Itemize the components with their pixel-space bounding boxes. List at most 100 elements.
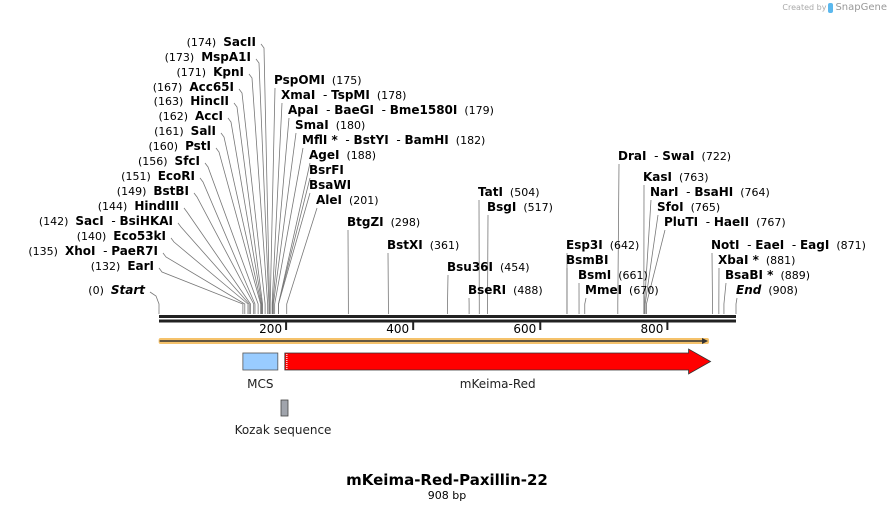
- tick-mark: [666, 322, 669, 330]
- enzyme-name: KasI: [643, 170, 672, 184]
- site-label-xbai: XbaI * (881): [718, 253, 795, 267]
- enzyme-name: SfcI: [175, 154, 200, 168]
- backbone-bottom-strand: [159, 319, 736, 323]
- site-leader-line: [272, 132, 297, 314]
- enzyme-name: BsmBI: [566, 253, 608, 267]
- site-leader-line: [617, 163, 620, 314]
- site-position: (201): [342, 194, 379, 207]
- site-position: (167): [153, 81, 190, 94]
- enzyme-name: XmaI: [281, 88, 315, 102]
- site-label-ecori: (151) EcoRI: [121, 169, 195, 183]
- site-leader-line: [183, 207, 251, 314]
- site-leader-line: [271, 102, 283, 314]
- kozak-feature: [280, 399, 289, 417]
- mkeima-red-feature: [284, 348, 712, 375]
- enzyme-name: HincII: [190, 94, 229, 108]
- tick-label: 200: [259, 322, 282, 336]
- site-leader-line: [260, 43, 270, 314]
- enzyme-name: BsrFI: [309, 163, 344, 177]
- enzyme-name: Eco53kI: [113, 229, 166, 243]
- enzyme-name: HaeII: [714, 215, 749, 229]
- site-label-smai: SmaI (180): [295, 118, 365, 132]
- site-label-sfci: (156) SfcI: [138, 154, 200, 168]
- site-label-drai: DraI - SwaI (722): [618, 149, 731, 163]
- site-position: (132): [91, 260, 128, 273]
- tick-label: 400: [386, 322, 409, 336]
- enzyme-name: EaeI: [755, 238, 784, 252]
- enzyme-name: PluTI: [664, 215, 698, 229]
- site-label-psti: (160) PstI: [148, 139, 211, 153]
- site-leader-line: [199, 177, 256, 314]
- site-leader-line: [644, 199, 652, 314]
- site-label-hindiii: (144) HindIII: [98, 199, 179, 213]
- site-leader-line: [162, 252, 246, 314]
- site-label-mspa1i: (173) MspA1I: [165, 50, 251, 64]
- enzyme-name: BstBI: [153, 184, 189, 198]
- site-label-sali: (161) SalI: [154, 124, 216, 138]
- site-position: (175): [325, 74, 362, 87]
- site-leader-line: [269, 87, 276, 314]
- enzyme-name: TatI: [478, 185, 503, 199]
- tick-label: 800: [640, 322, 663, 336]
- name-separator: -: [315, 88, 331, 102]
- site-position: (140): [77, 230, 114, 243]
- site-position: (151): [121, 170, 158, 183]
- enzyme-name: BsmI: [578, 268, 611, 282]
- enzyme-name: Bme1580I: [390, 103, 458, 117]
- site-position: (361): [423, 239, 460, 252]
- name-separator: -: [698, 215, 714, 229]
- enzyme-name: NotI: [711, 238, 740, 252]
- name-separator: -: [740, 238, 756, 252]
- site-label-xhoi: (135) XhoI - PaeR7I: [28, 244, 158, 258]
- site-label-bstbi: (149) BstBI: [117, 184, 189, 198]
- credit-brand: SnapGene: [835, 2, 887, 13]
- enzyme-name: SwaI: [662, 149, 694, 163]
- features: MCS mKeima-Red Kozak sequence: [158, 338, 712, 437]
- site-leader-line: [272, 117, 290, 314]
- orf-arrowhead-icon: [702, 338, 709, 344]
- enzyme-name: SmaI: [295, 118, 329, 132]
- name-separator: -: [646, 149, 662, 163]
- site-position: (160): [148, 140, 185, 153]
- backbone-top-strand: [159, 315, 736, 318]
- site-label-bstxi: BstXI (361): [387, 238, 459, 252]
- site-label-saci: (142) SacI - BsiHKAI: [39, 214, 173, 228]
- enzyme-name: Esp3I: [566, 238, 603, 252]
- site-position: (188): [339, 149, 376, 162]
- site-leader-line: [204, 162, 259, 314]
- site-position: (488): [506, 284, 543, 297]
- site-label-acc65i: (167) Acc65I: [153, 80, 234, 94]
- site-position: (171): [177, 66, 214, 79]
- site-position: (504): [503, 186, 540, 199]
- enzyme-name: EarI: [127, 259, 154, 273]
- enzyme-name: Acc65I: [189, 80, 234, 94]
- enzyme-name: XbaI *: [718, 253, 760, 267]
- site-leader-line: [278, 192, 311, 314]
- site-leader-line: [248, 73, 269, 314]
- site-position: (142): [39, 215, 76, 228]
- site-leader-line: [177, 222, 250, 314]
- enzyme-name: BsgI: [487, 200, 516, 214]
- kozak-label: Kozak sequence: [235, 423, 332, 437]
- site-position: (764): [733, 186, 770, 199]
- site-label-noti: NotI - EaeI - EagI (871): [711, 238, 866, 252]
- site-leader-line: [735, 297, 738, 314]
- site-label-bsabi: BsaBI * (889): [725, 268, 810, 282]
- mcs-feature: [242, 352, 279, 371]
- site-leader-line: [227, 117, 263, 314]
- site-label-nari: NarI - BsaHI (764): [650, 185, 770, 199]
- enzyme-name: TspMI: [331, 88, 370, 102]
- site-position: (182): [449, 134, 486, 147]
- tick-mark: [412, 322, 415, 330]
- site-position: (173): [165, 51, 202, 64]
- site-label-bseri: BseRI (488): [468, 283, 543, 297]
- site-label-sfoi: SfoI (765): [657, 200, 720, 214]
- site-label-xmai: XmaI - TspMI (178): [281, 88, 406, 102]
- site-position: (163): [154, 95, 191, 108]
- site-label-tati: TatI (504): [478, 185, 540, 199]
- enzyme-name: Bsu36I: [447, 260, 493, 274]
- enzyme-name: SalI: [191, 124, 216, 138]
- enzyme-name: SfoI: [657, 200, 684, 214]
- name-separator: -: [318, 103, 334, 117]
- enzyme-name: Start: [111, 283, 146, 297]
